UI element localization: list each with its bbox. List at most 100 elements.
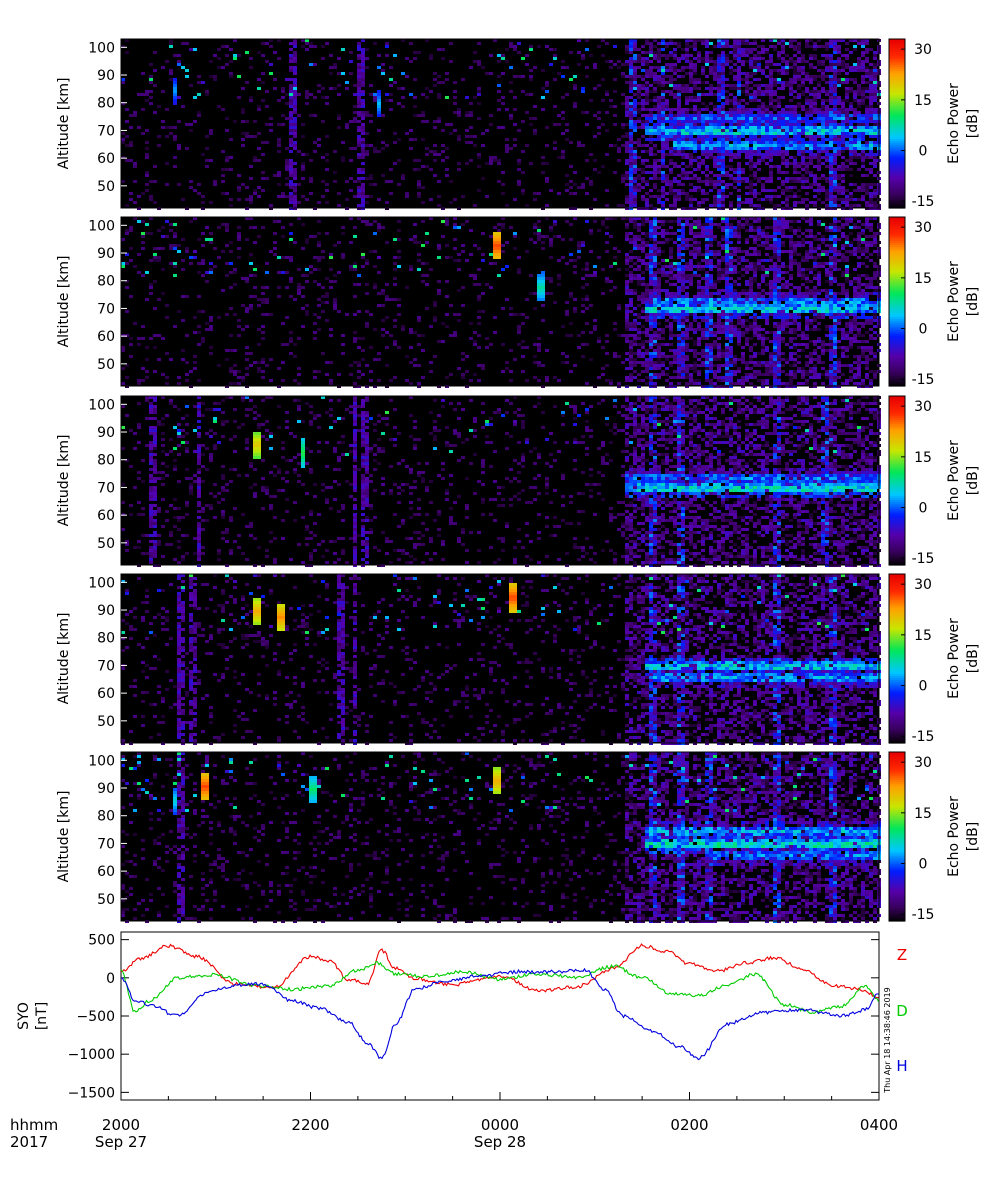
heatmap-cell xyxy=(277,183,281,186)
heatmap-cell xyxy=(733,78,737,81)
heatmap-cell xyxy=(869,204,873,207)
heatmap-cell xyxy=(749,96,753,99)
heatmap-cell xyxy=(845,189,849,192)
heatmap-cell xyxy=(865,72,869,75)
heatmap-cell xyxy=(289,195,293,198)
heatmap-cell xyxy=(637,141,641,144)
heatmap-cell xyxy=(797,162,801,165)
heatmap-cell xyxy=(641,352,645,355)
heatmap-cell xyxy=(445,72,449,75)
heatmap-cell xyxy=(297,286,301,289)
heatmap-cell xyxy=(857,69,861,72)
heatmap-cell xyxy=(653,195,657,198)
heatmap-cell xyxy=(709,114,713,117)
heatmap-cell xyxy=(313,331,317,334)
heatmap-cell xyxy=(637,183,641,186)
heatmap-cell xyxy=(657,316,661,319)
heatmap-cell xyxy=(669,93,673,96)
heatmap-cell xyxy=(713,126,717,129)
heatmap-cell xyxy=(657,241,661,244)
heatmap-cell xyxy=(401,174,405,177)
heatmap-cell xyxy=(853,93,857,96)
heatmap-cell xyxy=(521,189,525,192)
heatmap-cell xyxy=(349,241,353,244)
heatmap-cell xyxy=(841,81,845,84)
heatmap-cell xyxy=(357,96,361,99)
heatmap-cell xyxy=(653,295,657,298)
heatmap-cell xyxy=(641,135,645,138)
heatmap-cell xyxy=(709,153,713,156)
heatmap-cell xyxy=(233,271,237,274)
heatmap-cell xyxy=(689,138,693,141)
heatmap-cell xyxy=(845,81,849,84)
heatmap-cell xyxy=(557,235,561,238)
heatmap-cell xyxy=(209,132,213,135)
heatmap-cell xyxy=(649,90,653,93)
heatmap-cell xyxy=(553,141,557,144)
heatmap-cell xyxy=(865,153,869,156)
heatmap-cell xyxy=(717,177,721,180)
heatmap-cell xyxy=(481,232,485,235)
heatmap-cell xyxy=(857,129,861,132)
heatmap-cell xyxy=(805,114,809,117)
heatmap-cell xyxy=(257,87,261,90)
colorbar-step xyxy=(889,186,905,190)
heatmap-cell xyxy=(673,138,677,141)
heatmap-cell xyxy=(633,334,637,337)
heatmap-cell xyxy=(629,334,633,337)
heatmap-cell xyxy=(821,111,825,114)
heatmap-cell xyxy=(541,283,545,286)
heatmap-cell xyxy=(757,63,761,66)
heatmap-cell xyxy=(477,346,481,349)
heatmap-cell xyxy=(501,72,505,75)
heatmap-cell xyxy=(213,78,217,81)
heatmap-cell xyxy=(829,180,833,183)
heatmap-cell xyxy=(293,355,297,358)
heatmap-cell xyxy=(501,96,505,99)
heatmap-cell xyxy=(841,117,845,120)
heatmap-cell xyxy=(629,39,633,42)
heatmap-cell xyxy=(869,111,873,114)
heatmap-cell xyxy=(625,198,629,201)
heatmap-cell xyxy=(805,171,809,174)
heatmap-cell xyxy=(793,120,797,123)
heatmap-cell xyxy=(517,313,521,316)
heatmap-cell xyxy=(253,361,257,364)
heatmap-cell xyxy=(849,126,853,129)
heatmap-cell xyxy=(129,337,133,340)
heatmap-cell xyxy=(721,39,725,42)
heatmap-cell xyxy=(761,117,765,120)
heatmap-cell xyxy=(721,144,725,147)
colorbar-step xyxy=(889,64,905,68)
heatmap-cell xyxy=(565,183,569,186)
heatmap-cell xyxy=(197,81,201,84)
heatmap-cell xyxy=(645,358,649,361)
heatmap-cell xyxy=(729,177,733,180)
heatmap-cell xyxy=(817,192,821,195)
heatmap-cell xyxy=(849,150,853,153)
heatmap-cell xyxy=(861,162,865,165)
heatmap-cell xyxy=(473,340,477,343)
heatmap-cell xyxy=(841,186,845,189)
heatmap-cell xyxy=(141,367,145,370)
heatmap-cell xyxy=(221,108,225,111)
heatmap-cell xyxy=(701,147,705,150)
heatmap-cell xyxy=(677,123,681,126)
heatmap-cell xyxy=(753,177,757,180)
heatmap-cell xyxy=(793,144,797,147)
heatmap-cell xyxy=(625,135,629,138)
heatmap-cell xyxy=(681,48,685,51)
heatmap-cell xyxy=(829,63,833,66)
heatmap-cell xyxy=(653,283,657,286)
heatmap-cell xyxy=(633,153,637,156)
heatmap-cell xyxy=(677,75,681,78)
heatmap-cell xyxy=(689,99,693,102)
heatmap-cell xyxy=(641,45,645,48)
heatmap-cell xyxy=(309,114,313,117)
heatmap-cell xyxy=(765,162,769,165)
heatmap-cell xyxy=(509,90,513,93)
heatmap-cell xyxy=(289,331,293,334)
heatmap-cell xyxy=(649,177,653,180)
heatmap-cell xyxy=(417,343,421,346)
heatmap-cell xyxy=(513,108,517,111)
